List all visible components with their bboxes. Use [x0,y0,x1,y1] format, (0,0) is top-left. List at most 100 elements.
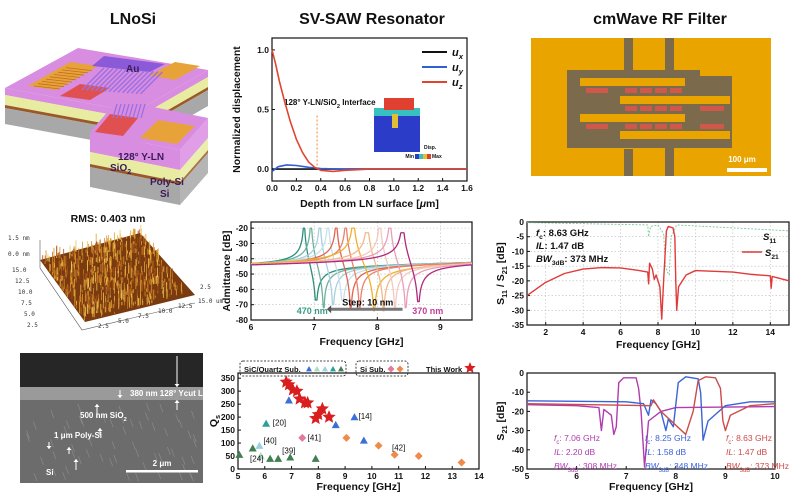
filter-metric-label: BW3dB: 373 MHz [726,461,789,474]
y-tick-label: -80 [236,315,249,325]
reference-label: [41] [308,433,321,442]
x-tick-label: 9 [343,471,348,481]
legend-label-this-work: This Work [426,365,463,374]
sem-texture [109,419,114,428]
chart-1: 6 7 8 9 -20 -30 -40 -50 -60 -70 -80 Frequency [GHz]… [221,221,473,348]
x-tick-label: 8 [375,322,380,332]
ground-bar [700,70,732,76]
text-segment: 3dB [659,468,670,474]
arrow-head [94,404,100,407]
afm-y-tick: 2.5 [27,322,38,329]
resonator [655,124,667,129]
y-axis-label: S11 / S21 [dB] [495,242,509,305]
y-tick-label: -60 [236,284,249,294]
text-segment: : 1.58 dB [652,447,686,457]
sem-texture [153,453,158,462]
x-tick-label: 0.6 [339,183,351,193]
x-tick-label: 2 [543,327,548,337]
y-axis-label: S21 [dB] [495,401,509,440]
micrograph-scale-bar [727,168,767,172]
device-side-layer [180,138,208,182]
step-arrow-head [326,305,332,314]
text-segment: 11 [500,290,509,298]
sem-texture [192,434,197,443]
afm-x-tick: 5.0 [118,318,129,325]
diamond-marker [374,441,383,450]
text-segment: x [458,52,464,61]
sem-texture [135,448,140,458]
x-tick-label: 6 [618,327,623,337]
filter-micrograph: 100 μm [531,38,771,176]
legend-label-si: Si Sub. [360,365,385,374]
sem-texture [187,430,192,439]
arrow-head [66,447,72,450]
sem-texture [78,456,82,465]
plot-frame [250,221,473,321]
x-tick-label: 6 [262,471,267,481]
idt-finger [135,71,159,95]
text-segment: IL [645,447,652,457]
afm-y-tick: 10.0 [18,289,33,296]
text-segment: IL [554,447,561,457]
signal-line [665,140,674,176]
idt-finger [120,103,126,119]
x-tick-label: 0.2 [290,183,302,193]
arrow-head [174,384,180,387]
y-tick-label: -35 [512,320,525,330]
sem-texture [118,405,123,415]
text-segment: : 1.47 dB [544,241,584,252]
x-tick-label: 6 [574,471,579,481]
colorbar-swatch [415,154,419,159]
resonator [700,124,712,129]
y-tick-label: 350 [221,373,235,383]
afm-x-tick: 12.5 [178,303,193,310]
idt-finger [95,68,118,92]
x-tick-label: 13 [447,471,457,481]
filter-metric-label: IL: 2.20 dB [554,447,595,457]
y-axis-label: Normalized displacement [231,46,243,173]
diamond-marker [298,433,307,442]
chart-4: 5 6 7 8 9 10 0 -10 -20 -30 -40 -50 Frequency [GHz] S2… [495,368,789,493]
device-side-layer [135,70,208,119]
text-segment: BW [726,461,741,471]
y-tick-label: -40 [236,254,249,264]
x-tick-label: 14 [766,327,776,337]
diamond-marker [457,458,466,467]
legend-label-sic: SiC/Quartz Sub. [244,365,301,374]
y-tick-label: -10 [512,387,525,397]
device-front-layer [90,132,180,170]
device-side-layer [180,118,208,170]
legend-label: uz [452,77,463,91]
legend-label: uy [452,62,464,76]
idt-finger [65,67,93,71]
sem-texture [145,412,149,421]
resonator [712,106,724,111]
label-si: Si [160,189,170,200]
text-segment: c [539,234,543,241]
filter-metric-label: IL: 1.47 dB [726,447,767,457]
label-poly-si: Poly-Si [150,177,184,188]
y-tick-label: -5 [516,232,524,242]
chart-2: 5 6 7 8 9 10 11 12 13 14 0 50 100 150 200 250 300 350 Freq… [208,360,484,493]
sem-texture [26,430,30,439]
text-segment: : 373 MHz [750,461,789,471]
y-tick-label: 50 [226,451,236,461]
sem-texture [159,403,164,413]
sem-texture [151,422,156,431]
sem-texture [190,455,195,465]
sem-texture [50,410,55,419]
star-marker [311,407,325,421]
text-segment: [dB] [495,242,507,266]
resonator [625,106,637,111]
resonator [596,88,608,93]
legend-label: ux [452,47,464,61]
x-tick-label: 10 [367,471,377,481]
text-segment: Q [208,419,220,427]
x-tick-label: 7 [624,471,629,481]
filter-metric-label: BW3dB: 308 MHz [554,461,617,474]
idt-finger [49,76,77,81]
filter-metric-label: BW3dB: 373 MHz [536,254,608,267]
text-segment: : 7.06 GHz [559,433,600,443]
idt-finger [57,71,85,76]
